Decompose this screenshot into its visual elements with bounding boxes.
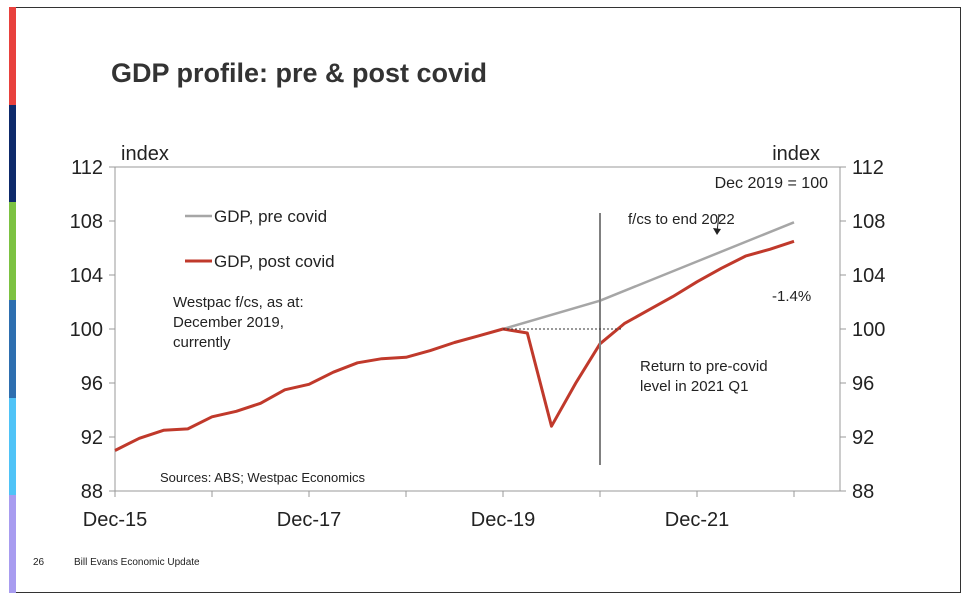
y-tick-label-right: 104: [852, 265, 885, 287]
x-tick-label: Dec-15: [83, 509, 147, 531]
y-tick-label-left: 96: [81, 373, 103, 395]
y-tick-label-right: 100: [852, 319, 885, 341]
y-tick-label-left: 108: [70, 211, 103, 233]
slide-title: GDP profile: pre & post covid: [111, 58, 488, 88]
right-axis-label: index: [772, 143, 820, 165]
accent-block-0: [9, 7, 16, 105]
footer-text: Bill Evans Economic Update: [74, 557, 200, 568]
y-tick-label-left: 92: [81, 427, 103, 449]
y-tick-label-left: 100: [70, 319, 103, 341]
sources-note: Sources: ABS; Westpac Economics: [160, 470, 365, 485]
y-tick-label-left: 112: [71, 157, 103, 179]
chart-axes: 88 88 92 92 96 96 100 100 104 104 108 108 112 112 Dec-…: [70, 143, 886, 531]
slide-frame: [9, 7, 961, 593]
y-tick-label-right: 108: [852, 211, 885, 233]
chart-series: [114, 221, 795, 452]
y-tick-label-right: 112: [852, 157, 884, 179]
legend-label: GDP, pre covid: [214, 207, 327, 226]
y-tick-label-left: 88: [81, 481, 103, 503]
y-tick-label-right: 88: [852, 481, 874, 503]
base-note: Dec 2019 = 100: [715, 175, 829, 192]
accent-block-4: [9, 397, 16, 496]
forecast-marker-arrowhead: [713, 228, 721, 235]
x-tick-label: Dec-17: [277, 509, 341, 531]
chart-annotations: Dec 2019 = 100 Westpac f/cs, as at: Decemb…: [160, 175, 828, 485]
y-tick-label-left: 104: [70, 265, 103, 287]
accent-block-3: [9, 299, 16, 398]
westpac-fcs-note: currently: [173, 334, 231, 351]
chart-legend: GDP, pre covid GDP, post covid: [185, 207, 335, 271]
series-line-pre-covid: [502, 221, 795, 331]
accent-block-1: [9, 104, 16, 203]
series-line-post-covid: [114, 239, 795, 452]
legend-label: GDP, post covid: [214, 252, 335, 271]
y-tick-label-right: 92: [852, 427, 874, 449]
accent-block-2: [9, 202, 16, 300]
return-note: level in 2021 Q1: [640, 378, 748, 395]
westpac-fcs-note: December 2019,: [173, 314, 284, 331]
westpac-fcs-note: Westpac f/cs, as at:: [173, 294, 304, 311]
accent-block-5: [9, 495, 16, 593]
forecast-marker-label: f/cs to end 2022: [628, 211, 735, 228]
return-note: Return to pre-covid: [640, 358, 768, 375]
accent-strip: [9, 7, 16, 593]
y-tick-label-right: 96: [852, 373, 874, 395]
page-number: 26: [33, 557, 45, 568]
x-tick-label: Dec-21: [665, 509, 729, 531]
x-tick-label: Dec-19: [471, 509, 535, 531]
left-axis-label: index: [121, 143, 169, 165]
gap-label: -1.4%: [772, 288, 811, 305]
